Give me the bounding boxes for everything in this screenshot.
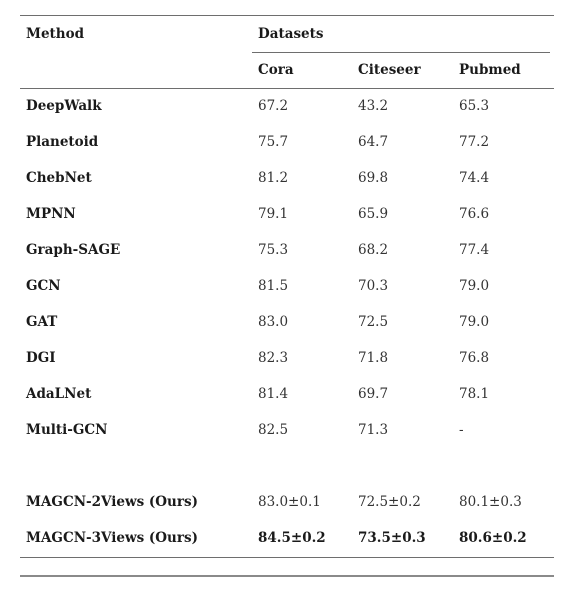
- header-citeseer: Citeseer: [358, 62, 421, 78]
- table-row-citeseer-cell: 70.3: [358, 278, 389, 294]
- table-row-cora-cell: 81.5: [258, 278, 289, 294]
- table-row-pubmed-cell: -: [459, 422, 464, 438]
- table-row-cora-cell: 81.4: [258, 386, 289, 402]
- table-row-pubmed-cell: 77.4: [459, 242, 490, 258]
- table-row-method-cell: Planetoid: [26, 134, 99, 150]
- footer-rule: [20, 575, 554, 577]
- table-row-method-cell: MAGCN-3Views (Ours): [26, 530, 198, 546]
- table-row-method-cell: MAGCN-2Views (Ours): [26, 494, 198, 510]
- table-row-method-cell: Graph-SAGE: [26, 242, 121, 258]
- table-row-cora-cell: 81.2: [258, 170, 289, 186]
- table-row-method-cell: AdaLNet: [26, 386, 92, 402]
- header-cora: Cora: [258, 62, 294, 78]
- table-row-citeseer-cell: 68.2: [358, 242, 389, 258]
- table-row-citeseer-cell: 72.5: [358, 314, 389, 330]
- datasets-rule: [252, 52, 550, 53]
- table-row-pubmed-cell: 65.3: [459, 98, 490, 114]
- header-datasets: Datasets: [258, 26, 324, 42]
- table-row-cora-cell: 67.2: [258, 98, 289, 114]
- table-row-method-cell: DGI: [26, 350, 56, 366]
- table-row-pubmed-cell: 80.6±0.2: [459, 530, 527, 546]
- bottom-rule: [20, 557, 554, 558]
- table-row-cora-cell: 82.5: [258, 422, 289, 438]
- table-row-citeseer-cell: 65.9: [358, 206, 389, 222]
- table-row-method-cell: MPNN: [26, 206, 76, 222]
- table-row-citeseer-cell: 43.2: [358, 98, 389, 114]
- top-rule: [20, 15, 554, 16]
- table-row-pubmed-cell: 79.0: [459, 278, 490, 294]
- table-row-citeseer-cell: 73.5±0.3: [358, 530, 426, 546]
- table-row-method-cell: ChebNet: [26, 170, 92, 186]
- header-pubmed: Pubmed: [459, 62, 521, 78]
- table-row-pubmed-cell: 76.6: [459, 206, 490, 222]
- table-row-citeseer-cell: 69.7: [358, 386, 389, 402]
- table-row-citeseer-cell: 72.5±0.2: [358, 494, 421, 510]
- table-row-method-cell: Multi-GCN: [26, 422, 108, 438]
- table-row-method-cell: GAT: [26, 314, 58, 330]
- table-row-pubmed-cell: 77.2: [459, 134, 490, 150]
- table-row-citeseer-cell: 64.7: [358, 134, 389, 150]
- table-row-pubmed-cell: 79.0: [459, 314, 490, 330]
- table-row-method-cell: GCN: [26, 278, 61, 294]
- table-row-cora-cell: 84.5±0.2: [258, 530, 326, 546]
- table-row-cora-cell: 83.0±0.1: [258, 494, 321, 510]
- table-row-cora-cell: 79.1: [258, 206, 289, 222]
- table-row-method-cell: DeepWalk: [26, 98, 102, 114]
- table-row-citeseer-cell: 71.8: [358, 350, 389, 366]
- table-row-cora-cell: 75.3: [258, 242, 289, 258]
- table-row-cora-cell: 82.3: [258, 350, 289, 366]
- table-row-pubmed-cell: 78.1: [459, 386, 490, 402]
- table-row-pubmed-cell: 74.4: [459, 170, 490, 186]
- table-row-citeseer-cell: 71.3: [358, 422, 389, 438]
- header-method: Method: [26, 26, 85, 42]
- header-rule: [20, 88, 554, 89]
- table-row-pubmed-cell: 76.8: [459, 350, 490, 366]
- table-row-cora-cell: 83.0: [258, 314, 289, 330]
- table-row-citeseer-cell: 69.8: [358, 170, 389, 186]
- table-row-cora-cell: 75.7: [258, 134, 289, 150]
- table-row-pubmed-cell: 80.1±0.3: [459, 494, 522, 510]
